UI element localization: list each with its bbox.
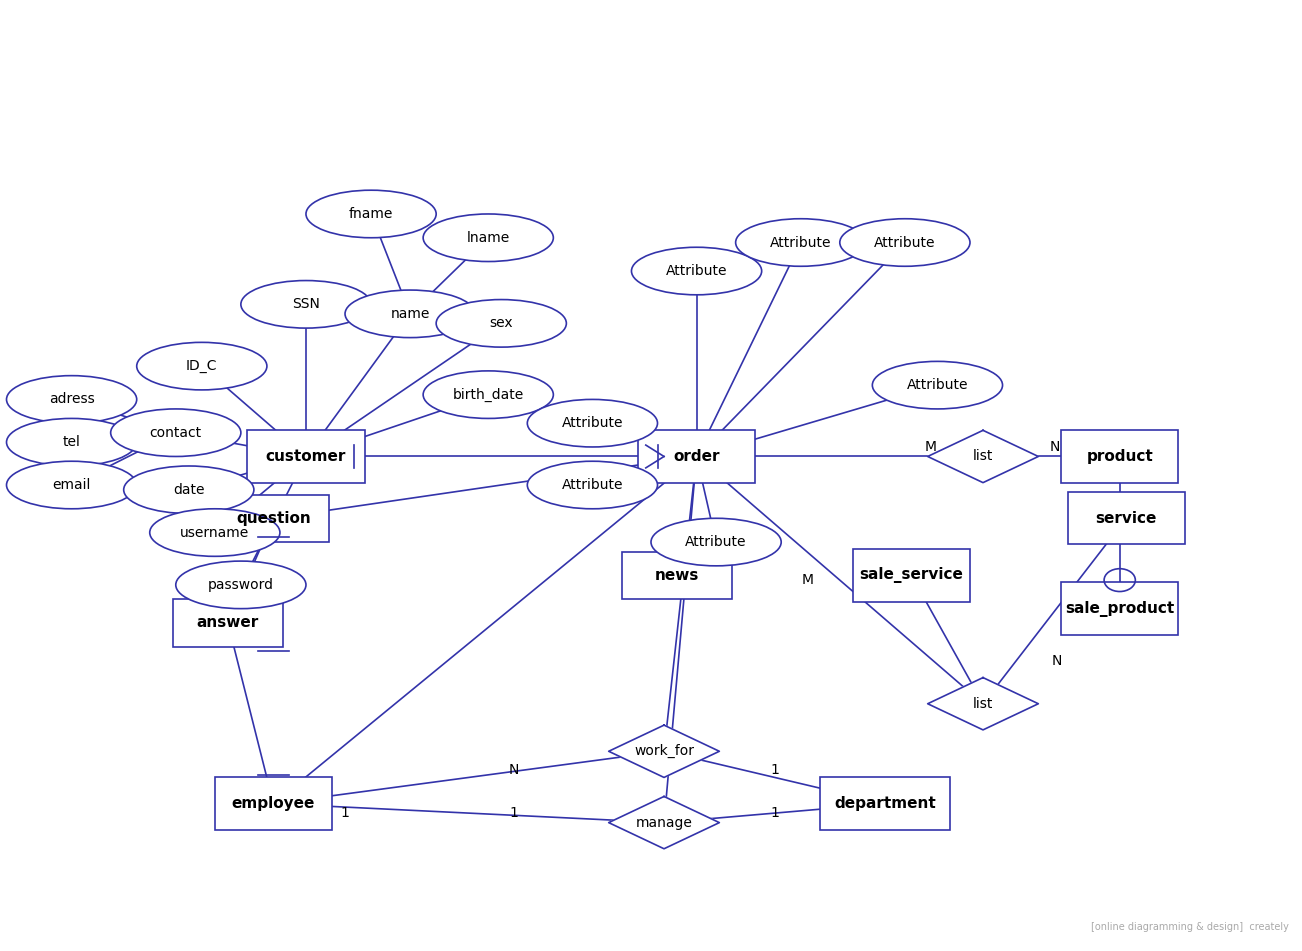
FancyBboxPatch shape	[638, 430, 755, 483]
FancyBboxPatch shape	[853, 550, 970, 602]
Ellipse shape	[631, 247, 762, 295]
Ellipse shape	[527, 461, 658, 509]
Text: Attribute: Attribute	[561, 478, 624, 492]
Ellipse shape	[7, 376, 137, 423]
Text: fname: fname	[349, 207, 393, 221]
Text: product: product	[1086, 449, 1154, 464]
Text: ID_C: ID_C	[186, 359, 217, 373]
Polygon shape	[609, 797, 719, 848]
Text: name: name	[391, 307, 430, 320]
Ellipse shape	[7, 418, 137, 466]
Ellipse shape	[736, 219, 866, 266]
Text: answer: answer	[197, 615, 259, 631]
Text: date: date	[173, 483, 204, 496]
Text: 1: 1	[771, 764, 779, 777]
Ellipse shape	[423, 214, 553, 262]
Text: username: username	[180, 526, 250, 539]
Text: contact: contact	[150, 426, 202, 439]
Text: manage: manage	[635, 816, 693, 829]
Text: Attribute: Attribute	[769, 236, 832, 249]
Ellipse shape	[7, 461, 137, 509]
FancyBboxPatch shape	[172, 599, 283, 647]
Text: Attribute: Attribute	[874, 236, 936, 249]
Text: customer: customer	[266, 449, 346, 464]
Text: adress: adress	[48, 393, 95, 406]
Text: N: N	[1052, 654, 1062, 668]
Text: sale_product: sale_product	[1065, 601, 1174, 616]
Text: order: order	[673, 449, 720, 464]
Text: news: news	[655, 568, 699, 583]
FancyBboxPatch shape	[622, 552, 732, 599]
FancyBboxPatch shape	[215, 778, 332, 829]
Text: list: list	[973, 697, 993, 710]
Text: tel: tel	[62, 436, 81, 449]
Text: Attribute: Attribute	[561, 417, 624, 430]
Polygon shape	[609, 726, 719, 778]
Ellipse shape	[241, 281, 371, 328]
Ellipse shape	[651, 518, 781, 566]
Polygon shape	[927, 677, 1039, 730]
Text: work_for: work_for	[634, 745, 694, 758]
Text: sale_service: sale_service	[859, 568, 963, 583]
Text: N: N	[1049, 440, 1060, 454]
Text: service: service	[1095, 511, 1157, 526]
Ellipse shape	[111, 409, 241, 456]
Text: question: question	[236, 511, 311, 526]
FancyBboxPatch shape	[1068, 493, 1185, 544]
Text: 1: 1	[510, 806, 518, 820]
Ellipse shape	[176, 561, 306, 609]
Ellipse shape	[150, 509, 280, 556]
Ellipse shape	[436, 300, 566, 347]
Text: department: department	[835, 796, 936, 811]
Text: birth_date: birth_date	[453, 388, 523, 401]
Text: M: M	[801, 573, 814, 587]
Text: password: password	[208, 578, 273, 592]
FancyBboxPatch shape	[820, 778, 950, 829]
Ellipse shape	[423, 371, 553, 418]
Ellipse shape	[124, 466, 254, 514]
Ellipse shape	[345, 290, 475, 338]
FancyBboxPatch shape	[217, 495, 328, 542]
Ellipse shape	[872, 361, 1003, 409]
Text: sex: sex	[490, 317, 513, 330]
Text: M: M	[924, 440, 937, 454]
Text: [online diagramming & design]  creately: [online diagramming & design] creately	[1091, 922, 1289, 932]
Ellipse shape	[527, 399, 658, 447]
FancyBboxPatch shape	[1061, 430, 1178, 483]
Text: SSN: SSN	[292, 298, 320, 311]
Ellipse shape	[137, 342, 267, 390]
Text: Attribute: Attribute	[685, 535, 747, 549]
Text: employee: employee	[232, 796, 315, 811]
Ellipse shape	[840, 219, 970, 266]
Text: 1: 1	[341, 806, 349, 820]
Ellipse shape	[306, 190, 436, 238]
Polygon shape	[927, 430, 1039, 483]
Text: Attribute: Attribute	[906, 378, 969, 392]
FancyBboxPatch shape	[247, 430, 365, 483]
Text: Attribute: Attribute	[665, 264, 728, 278]
Text: lname: lname	[466, 231, 510, 244]
Text: email: email	[52, 478, 91, 492]
FancyBboxPatch shape	[1061, 582, 1178, 635]
Text: 1: 1	[771, 806, 779, 820]
Text: N: N	[509, 764, 519, 777]
Text: list: list	[973, 450, 993, 463]
